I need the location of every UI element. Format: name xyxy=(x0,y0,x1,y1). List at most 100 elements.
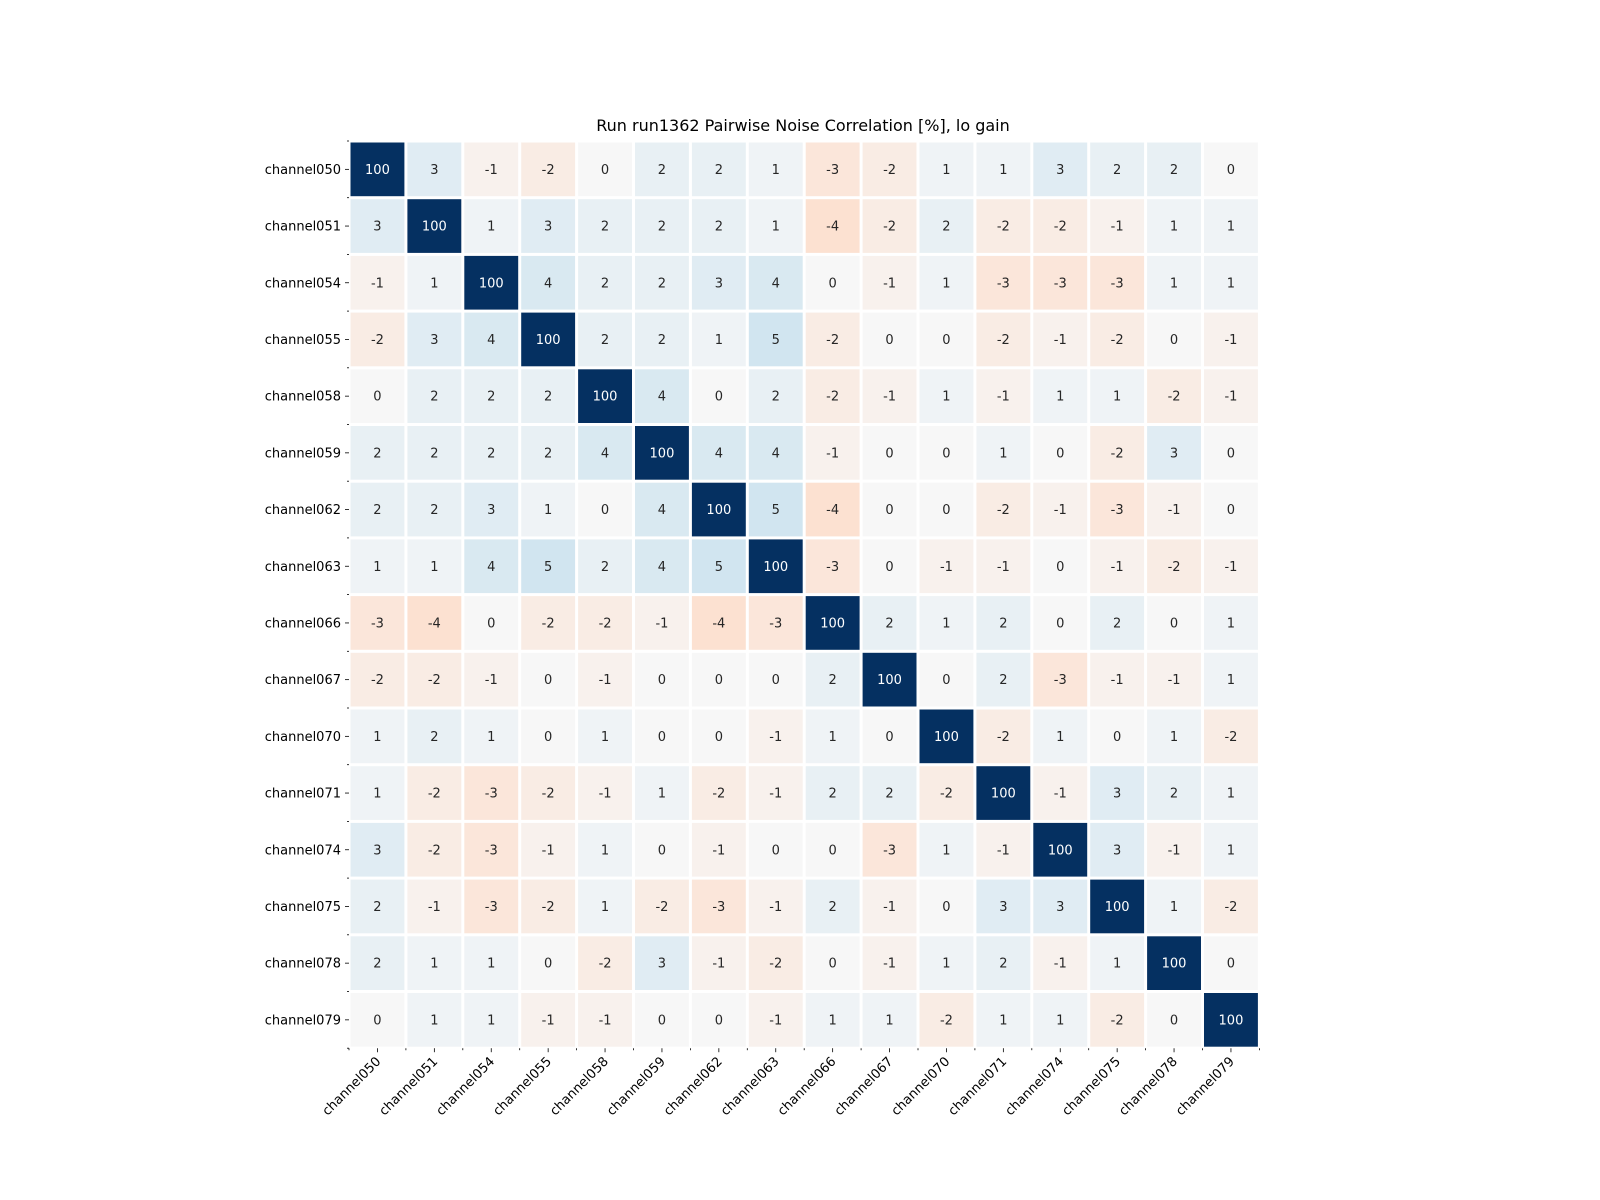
cell-value-label-channel070-channel063: -1 xyxy=(769,730,782,745)
y-tick-label-channel063: channel063 xyxy=(265,560,341,575)
y-axis-tick-labels: channel050 channel051 channel054 channel055… xyxy=(265,163,341,1028)
cell-value-label-channel067-channel050: -2 xyxy=(371,673,384,688)
y-tick-label-channel051: channel051 xyxy=(265,220,341,235)
heatmap-cell-channel074-channel067 xyxy=(862,822,917,877)
heatmap-cell-channel054-channel058 xyxy=(578,255,632,310)
heatmap-cell-channel070-channel079 xyxy=(1204,709,1258,764)
heatmap-cell-channel062-channel051 xyxy=(407,482,462,537)
cell-value-label-channel055-channel058: 2 xyxy=(601,333,609,348)
cell-value-label-channel054-channel067: -1 xyxy=(883,276,896,291)
y-tick-label-channel079: channel079 xyxy=(265,1013,341,1028)
heatmap-cell-channel050-channel075 xyxy=(1090,142,1145,197)
cell-value-label-channel079-channel062: 0 xyxy=(715,1013,723,1028)
heatmap-cell-channel063-channel059 xyxy=(635,539,689,594)
heatmap-cell-channel066-channel070 xyxy=(919,596,974,650)
heatmap-cell-channel071-channel066 xyxy=(805,766,860,820)
cell-value-label-channel051-channel074: -2 xyxy=(1054,220,1067,235)
cell-value-label-channel059-channel074: 0 xyxy=(1056,446,1064,461)
cell-value-label-channel062-channel063: 5 xyxy=(772,503,780,518)
heatmap-cell-channel051-channel058 xyxy=(578,199,632,253)
heatmap-cell-channel066-channel078 xyxy=(1147,596,1201,650)
heatmap-cell-channel055-channel078 xyxy=(1147,312,1201,367)
cell-value-label-channel066-channel050: -3 xyxy=(371,616,384,631)
cell-value-label-channel055-channel055: 100 xyxy=(536,333,561,348)
cell-value-label-channel054-channel058: 2 xyxy=(601,276,609,291)
cell-value-label-channel078-channel050: 2 xyxy=(373,957,381,972)
heatmap-cell-channel074-channel050 xyxy=(350,822,405,877)
heatmap-cell-channel055-channel051 xyxy=(407,312,462,367)
cell-value-label-channel063-channel070: -1 xyxy=(940,560,953,575)
heatmap-cell-channel075-channel078 xyxy=(1147,879,1201,934)
heatmap-cell-channel070-channel058 xyxy=(578,709,632,764)
cell-value-label-channel071-channel051: -2 xyxy=(428,787,441,802)
cell-value-label-channel075-channel067: -1 xyxy=(883,900,896,915)
cell-value-label-channel050-channel050: 100 xyxy=(365,163,390,178)
heatmap-cell-channel054-channel059 xyxy=(635,255,689,310)
heatmap-cell-channel054-channel071 xyxy=(976,255,1031,310)
heatmap-cell-channel074-channel063 xyxy=(748,822,803,877)
chart-title: Run run1362 Pairwise Noise Correlation [… xyxy=(596,116,1010,135)
heatmap-cell-channel051-channel050 xyxy=(350,199,405,253)
heatmap-cell-channel062-channel062 xyxy=(691,482,746,537)
heatmap-cell-channel066-channel050 xyxy=(350,596,405,650)
cell-value-label-channel070-channel055: 0 xyxy=(544,730,552,745)
heatmap-cell-channel059-channel074 xyxy=(1033,426,1088,480)
cell-value-label-channel066-channel059: -1 xyxy=(655,616,668,631)
heatmap-cell-channel070-channel063 xyxy=(748,709,803,764)
heatmap-cell-channel079-channel074 xyxy=(1033,993,1088,1047)
cell-value-label-channel067-channel055: 0 xyxy=(544,673,552,688)
heatmap-cell-channel050-channel051 xyxy=(407,142,462,197)
cell-value-label-channel059-channel071: 1 xyxy=(999,446,1007,461)
cell-value-label-channel066-channel062: -4 xyxy=(712,616,725,631)
cell-value-label-channel063-channel066: -3 xyxy=(826,560,839,575)
cell-value-label-channel063-channel079: -1 xyxy=(1224,560,1237,575)
y-tick-label-channel070: channel070 xyxy=(265,730,341,745)
cell-value-label-channel059-channel058: 4 xyxy=(601,446,609,461)
heatmap-cell-channel067-channel074 xyxy=(1033,652,1088,707)
y-tick-label-channel066: channel066 xyxy=(265,616,341,631)
cell-value-label-channel078-channel067: -1 xyxy=(883,957,896,972)
heatmap-cell-channel074-channel066 xyxy=(805,822,860,877)
cell-value-label-channel071-channel078: 2 xyxy=(1170,787,1178,802)
heatmap-cell-channel075-channel075 xyxy=(1090,879,1145,934)
x-tick-label-channel054: channel054 xyxy=(434,1054,499,1119)
heatmap-cell-channel078-channel078 xyxy=(1147,936,1201,990)
heatmap-cell-channel066-channel055 xyxy=(521,596,576,650)
cell-value-label-channel078-channel054: 1 xyxy=(487,957,495,972)
heatmap-cell-channel074-channel075 xyxy=(1090,822,1145,877)
cell-value-label-channel062-channel050: 2 xyxy=(373,503,381,518)
heatmap-cell-channel051-channel055 xyxy=(521,199,576,253)
cell-value-label-channel067-channel074: -3 xyxy=(1054,673,1067,688)
cell-value-label-channel075-channel075: 100 xyxy=(1105,900,1130,915)
cell-value-label-channel074-channel055: -1 xyxy=(542,843,555,858)
heatmap-cell-channel075-channel055 xyxy=(521,879,576,934)
cell-value-label-channel062-channel074: -1 xyxy=(1054,503,1067,518)
heatmap-cell-channel058-channel067 xyxy=(862,369,917,423)
cell-value-label-channel058-channel071: -1 xyxy=(997,390,1010,405)
cell-value-label-channel067-channel059: 0 xyxy=(658,673,666,688)
cell-value-label-channel051-channel066: -4 xyxy=(826,220,839,235)
heatmap-cell-channel075-channel054 xyxy=(464,879,519,934)
cell-value-label-channel063-channel063: 100 xyxy=(763,560,788,575)
heatmap-cell-channel066-channel063 xyxy=(748,596,803,650)
heatmap-cell-channel078-channel071 xyxy=(976,936,1031,990)
cell-value-label-channel062-channel062: 100 xyxy=(706,503,731,518)
cell-value-label-channel078-channel059: 3 xyxy=(658,957,666,972)
cell-value-label-channel051-channel071: -2 xyxy=(997,220,1010,235)
cell-value-label-channel078-channel075: 1 xyxy=(1113,957,1121,972)
cell-value-label-channel066-channel071: 2 xyxy=(999,616,1007,631)
cell-value-label-channel074-channel054: -3 xyxy=(485,843,498,858)
x-tick-label-channel055: channel055 xyxy=(490,1054,555,1119)
heatmap-cell-channel059-channel050 xyxy=(350,426,405,480)
heatmap-cell-channel070-channel050 xyxy=(350,709,405,764)
cell-value-label-channel070-channel054: 1 xyxy=(487,730,495,745)
cell-value-label-channel074-channel059: 0 xyxy=(658,843,666,858)
heatmap-cell-channel067-channel055 xyxy=(521,652,576,707)
cell-value-label-channel050-channel079: 0 xyxy=(1227,163,1235,178)
heatmap-cell-channel066-channel054 xyxy=(464,596,519,650)
heatmap-cell-channel078-channel062 xyxy=(691,936,746,990)
heatmap-cell-channel074-channel054 xyxy=(464,822,519,877)
cell-value-label-channel054-channel063: 4 xyxy=(772,276,780,291)
heatmap-cell-channel058-channel062 xyxy=(691,369,746,423)
cell-value-label-channel054-channel070: 1 xyxy=(942,276,950,291)
